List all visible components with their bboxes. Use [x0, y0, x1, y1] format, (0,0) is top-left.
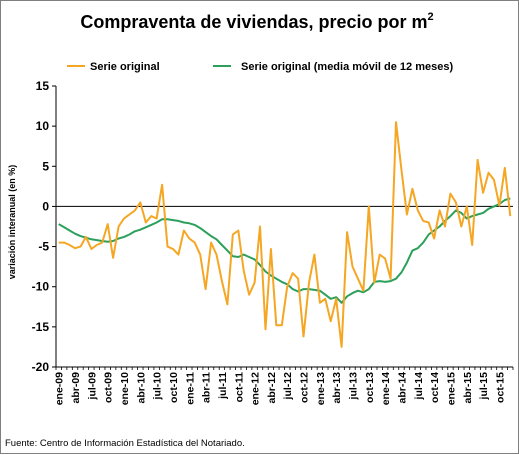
source-note: Fuente: Centro de Información Estadístic…	[5, 438, 245, 449]
legend-label-serie-original: Serie original	[90, 61, 160, 73]
x-tick-label: ene-09	[54, 372, 66, 405]
x-tick-label: oct-14	[429, 372, 441, 403]
x-tick-label: abr-13	[331, 372, 343, 404]
legend-label-media-movil: Serie original (media móvil de 12 meses)	[241, 61, 453, 73]
x-tick-label: oct-12	[299, 372, 311, 403]
x-ticks: ene-09 abr-09 jul-09 oct-09 ene-10 abr-10 jul-…	[54, 367, 514, 405]
x-tick-label: abr-14	[396, 372, 408, 404]
series-layer	[58, 121, 512, 348]
x-tick-label: oct-13	[364, 372, 376, 403]
x-tick-label: jul-09	[86, 372, 98, 401]
y-tick-label: 10	[36, 119, 50, 133]
x-tick-label: oct-11	[233, 372, 245, 403]
x-tick-label: abr-10	[135, 372, 147, 404]
y-tick-label: 0	[42, 199, 49, 213]
x-tick-label: jul-14	[413, 372, 425, 401]
x-tick-label: oct-09	[103, 372, 115, 403]
x-tick-label: jul-13	[348, 372, 360, 401]
series-line-media-movil	[58, 197, 511, 304]
x-tick-label: ene-11	[184, 372, 196, 405]
x-tick-label: oct-10	[168, 372, 180, 403]
x-tick-label: abr-12	[266, 372, 278, 404]
chart-title: Compraventa de viviendas, precio por m2	[80, 11, 433, 32]
x-tick-label: ene-15	[445, 372, 457, 405]
x-tick-label: jul-11	[217, 372, 229, 400]
y-tick-label: -10	[32, 280, 50, 294]
x-tick-label: jul-12	[282, 372, 294, 401]
y-tick-label: 5	[42, 159, 49, 173]
x-tick-label: abr-09	[70, 372, 82, 404]
y-tick-label: -15	[32, 320, 50, 334]
x-tick-label: abr-15	[462, 372, 474, 404]
y-axis-label: variación interanual (en %)	[7, 165, 17, 280]
chart-title-superscript: 2	[427, 11, 433, 23]
x-tick-label: jul-15	[478, 372, 490, 401]
x-tick-label: ene-12	[250, 372, 262, 405]
x-tick-label: oct-15	[494, 372, 506, 403]
x-tick-label: jul-10	[152, 372, 164, 401]
x-tick-label: ene-10	[119, 372, 131, 405]
x-tick-label: abr-11	[201, 372, 213, 403]
y-tick-label: -5	[38, 240, 49, 254]
y-tick-label: -20	[32, 360, 50, 374]
y-ticks: 15 10 5 0 -5 -10 -15 -20	[32, 79, 56, 374]
x-tick-label: ene-14	[380, 372, 392, 405]
x-tick-label: ene-13	[315, 372, 327, 405]
series-line-serie-original	[58, 121, 512, 348]
legend: Serie original Serie original (media móv…	[67, 61, 453, 73]
chart-title-text: Compraventa de viviendas, precio por m	[80, 12, 427, 32]
y-tick-label: 15	[36, 79, 50, 93]
